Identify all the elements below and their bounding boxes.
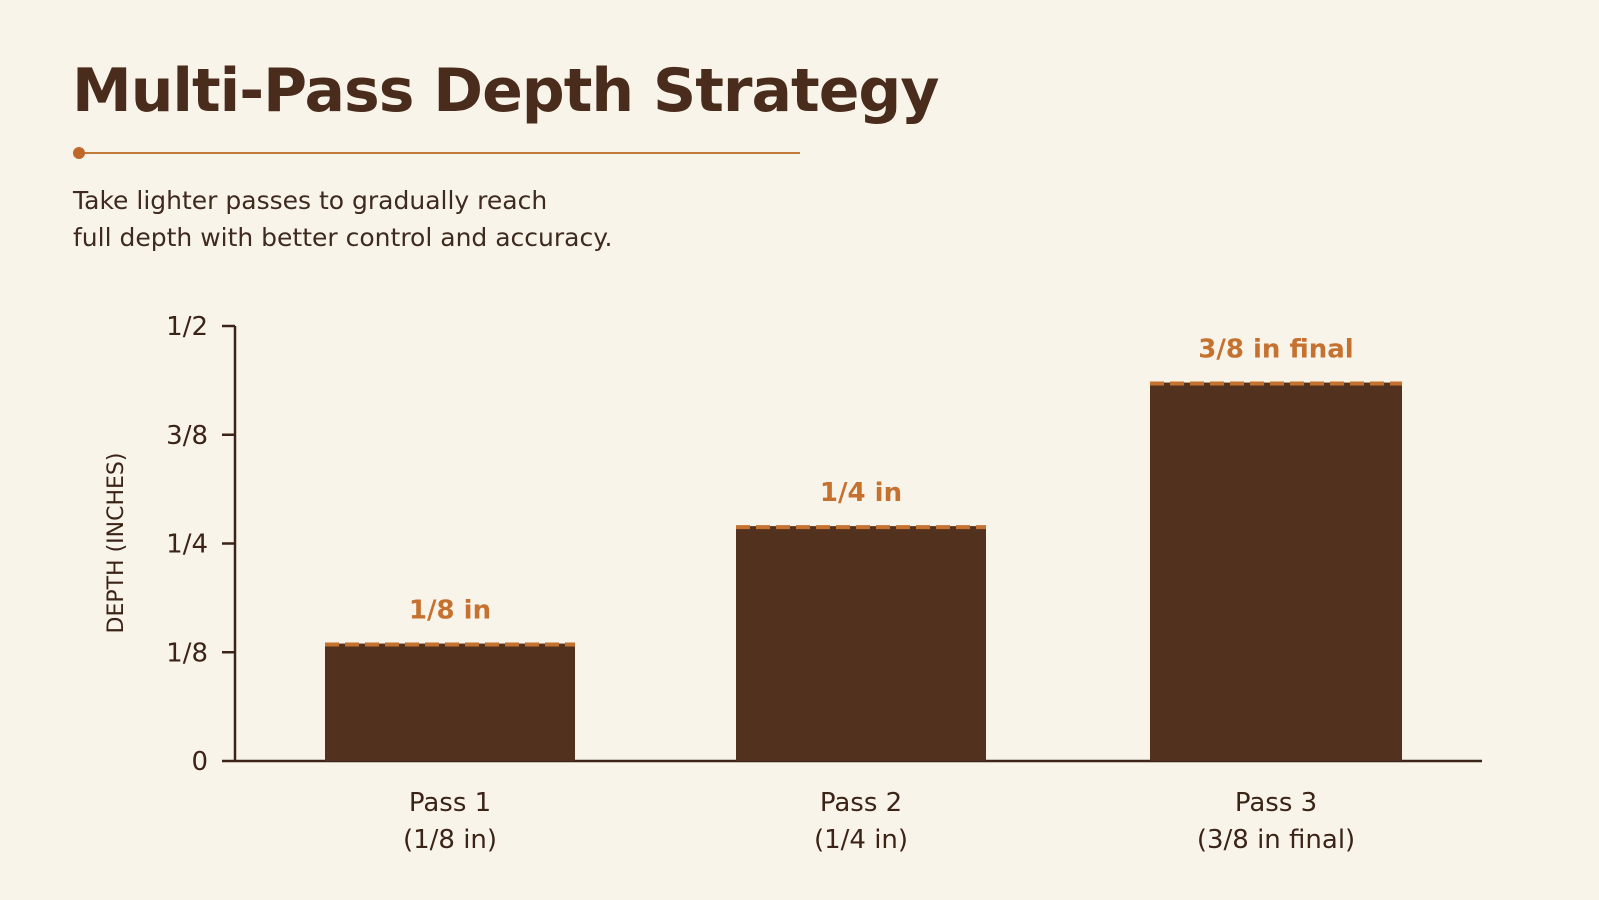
bar-data-label: 1/4 in <box>820 478 902 508</box>
underline-dot <box>73 147 85 159</box>
chart-bars <box>325 381 1402 761</box>
bar-data-label: 1/8 in <box>409 596 491 626</box>
subtitle: Take lighter passes to gradually reach f… <box>73 182 713 256</box>
y-tick-label: 1/2 <box>166 312 208 342</box>
x-category-label: Pass 3 <box>1235 788 1317 818</box>
subtitle-line-1: Take lighter passes to gradually reach <box>73 186 548 215</box>
page-title: Multi-Pass Depth Strategy <box>72 56 939 126</box>
title-underline <box>73 147 800 159</box>
x-category-label: Pass 2 <box>820 788 902 818</box>
chart-labels: 1/8 in Pass 1 (1/8 in) 1/4 in Pass 2 (1/4 in)… <box>403 335 1355 855</box>
y-tick-label: 3/8 <box>166 421 208 451</box>
x-category-label: (3/8 in final) <box>1197 825 1355 855</box>
y-axis-title: DEPTH (INCHES) <box>104 453 129 634</box>
y-tick-label: 0 <box>191 747 208 777</box>
x-category-label: Pass 1 <box>409 788 491 818</box>
underline-line <box>78 152 800 154</box>
x-category-label: (1/8 in) <box>403 825 497 855</box>
x-category-label: (1/4 in) <box>814 825 908 855</box>
y-tick-label: 1/4 <box>166 530 208 560</box>
bar-pass-1 <box>325 643 575 761</box>
subtitle-line-2: full depth with better control and accur… <box>73 223 613 252</box>
bar-data-label: 3/8 in final <box>1198 335 1353 365</box>
y-tick-label: 1/8 <box>166 638 208 668</box>
bar-pass-3 <box>1150 382 1402 761</box>
bar-pass-2 <box>736 526 986 761</box>
